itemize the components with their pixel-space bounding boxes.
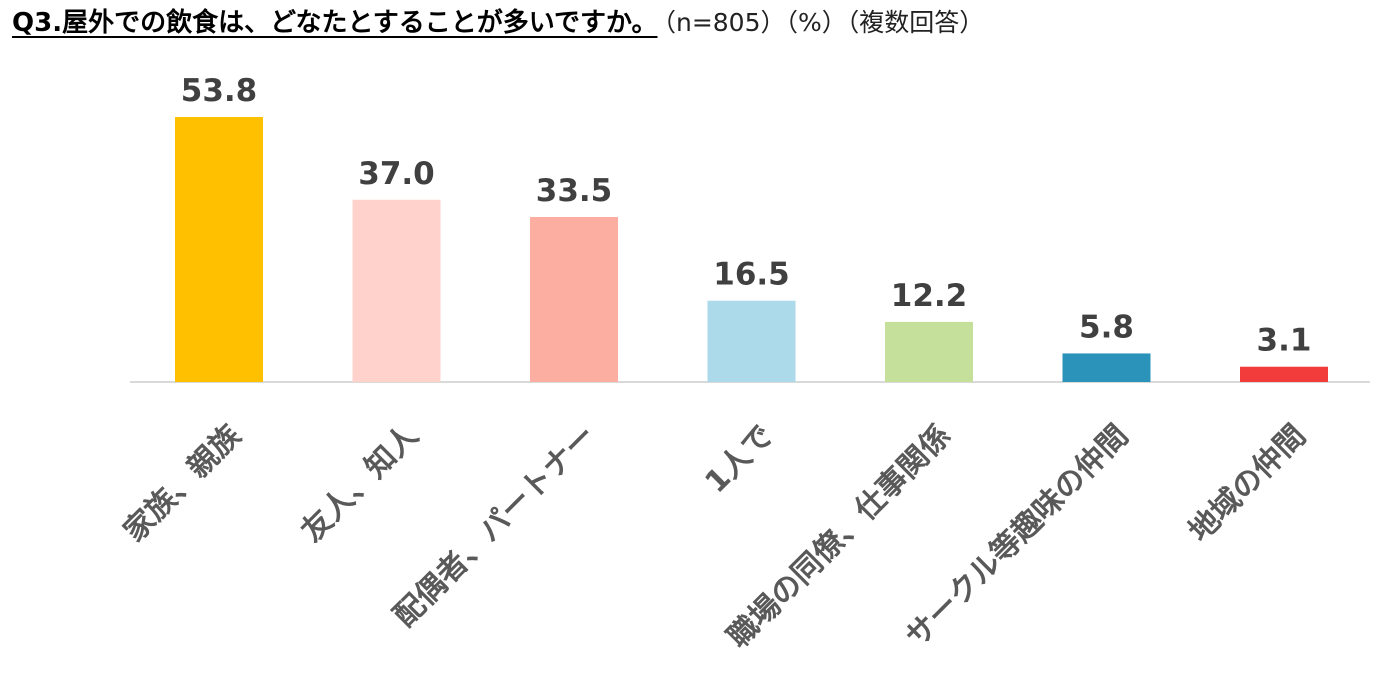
category-label-1: 家族、親族 xyxy=(117,417,249,549)
category-label-3: 配偶者、パートナー xyxy=(387,418,603,634)
bar-1 xyxy=(175,117,263,382)
chart-title: Q3.屋外での飲食は、どなたとすることが多いですか。 xyxy=(12,8,658,38)
title-row: Q3.屋外での飲食は、どなたとすることが多いですか。 （n=805）（%）（複数回… xyxy=(12,2,984,46)
value-label-4: 16.5 xyxy=(713,257,790,293)
category-label-2: 友人、知人 xyxy=(295,418,426,549)
value-label-2: 37.0 xyxy=(358,156,435,192)
chart-note: （n=805）（%）（複数回答） xyxy=(663,8,985,37)
value-label-3: 33.5 xyxy=(536,173,613,209)
value-label-6: 5.8 xyxy=(1079,309,1134,345)
bar-4 xyxy=(707,300,796,382)
category-label-7: 地域の仲間 xyxy=(1182,418,1313,549)
bar-2 xyxy=(352,199,441,382)
value-label-7: 3.1 xyxy=(1257,323,1312,359)
category-label-4: 1人で xyxy=(698,418,780,500)
value-label-1: 53.8 xyxy=(181,73,258,109)
bar-6 xyxy=(1062,353,1151,382)
bar-5 xyxy=(885,321,973,382)
bar-7 xyxy=(1240,366,1328,382)
value-label-5: 12.2 xyxy=(891,278,968,314)
bar-3 xyxy=(530,216,618,382)
